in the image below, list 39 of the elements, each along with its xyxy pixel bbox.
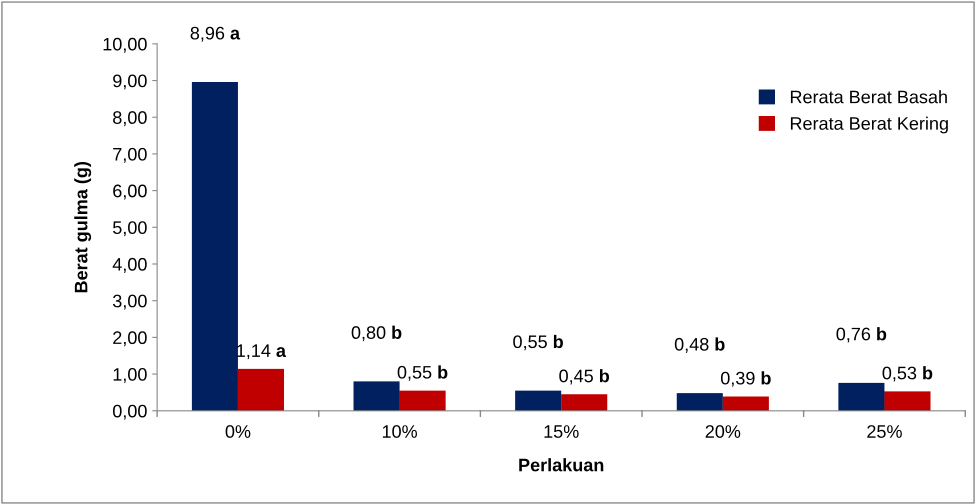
- x-tick-label: 20%: [706, 425, 740, 438]
- legend-label: Rerata Berat Kering: [790, 116, 948, 134]
- data-label: 0,53 b: [882, 366, 932, 382]
- data-label: 0,76 b: [836, 327, 886, 343]
- y-tick-label: 3,00: [112, 294, 147, 310]
- y-axis-title: Berat gulma (g): [74, 162, 92, 292]
- bar: [192, 82, 238, 411]
- x-tick-label: 0%: [226, 425, 250, 438]
- bar: [354, 381, 400, 411]
- data-label: 0,55 b: [398, 365, 448, 381]
- bar: [676, 393, 723, 411]
- data-label: 0,39 b: [720, 371, 771, 387]
- y-tick-label: 2,00: [113, 331, 147, 346]
- data-label: 8,96 a: [190, 26, 240, 42]
- y-tick-label: 9,00: [113, 74, 147, 90]
- bar: [238, 368, 284, 411]
- y-tick-label: 0,00: [112, 404, 147, 420]
- bar: [515, 390, 562, 411]
- bar: [400, 390, 446, 411]
- data-label: 0,55 b: [513, 334, 563, 350]
- bar: [561, 394, 608, 411]
- x-tick-label: 10%: [382, 425, 417, 438]
- y-tick-label: 10,00: [104, 38, 147, 53]
- y-tick-label: 1,00: [114, 368, 147, 383]
- y-tick-label: 6,00: [113, 184, 147, 200]
- y-tick-label: 5,00: [113, 221, 147, 236]
- data-label: 0,45 b: [559, 369, 610, 384]
- x-tick-label: 15%: [544, 425, 579, 438]
- y-tick-label: 7,00: [113, 148, 147, 163]
- data-label: 0,48 b: [674, 337, 725, 353]
- x-axis-title: Perlakuan: [519, 458, 604, 472]
- bar: [722, 396, 769, 411]
- bar: [884, 391, 931, 411]
- y-tick-label: 8,00: [113, 111, 147, 126]
- data-label: 0,80 b: [352, 326, 402, 342]
- x-tick-label: 25%: [867, 425, 902, 438]
- bar: [838, 382, 884, 411]
- y-tick-label: 4,00: [112, 258, 147, 273]
- legend-label: Rerata Berat Basah: [790, 90, 947, 104]
